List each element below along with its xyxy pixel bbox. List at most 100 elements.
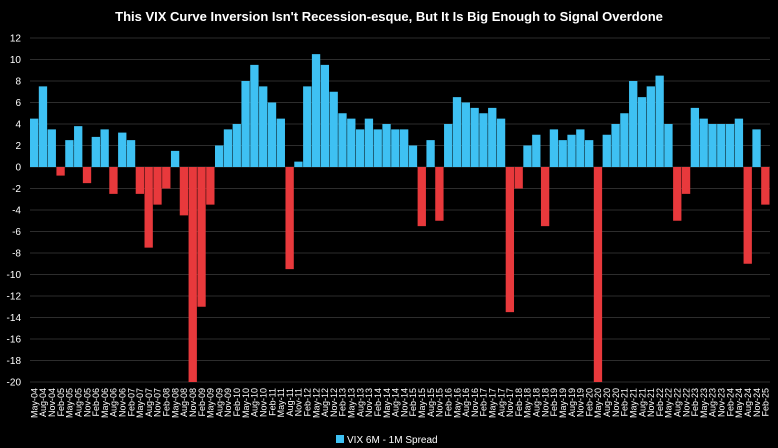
x-tick-label: May-11	[276, 388, 286, 417]
x-tick-label: Nov-18	[540, 388, 550, 417]
x-tick-label: May-06	[100, 388, 110, 418]
y-tick-label: -14	[7, 313, 22, 324]
y-tick-label: -10	[7, 270, 22, 281]
spread-bar-17	[179, 167, 189, 216]
x-tick-label: Nov-12	[329, 388, 339, 417]
x-tick-label: May-15	[417, 388, 427, 418]
legend-label-vix-6m-1m-spread: VIX 6M - 1M Spread	[347, 435, 438, 446]
x-tick-label: Feb-11	[267, 388, 277, 416]
spread-bar-20	[206, 167, 215, 205]
x-tick-label: Nov-10	[258, 388, 268, 417]
spread-bar-53	[496, 118, 506, 168]
spread-bar-2	[47, 129, 56, 168]
x-axis: May-04Aug-04Nov-04Feb-05May-05Aug-05Nov-…	[29, 388, 770, 418]
y-tick-label: -8	[12, 249, 21, 260]
spread-bar-66	[611, 124, 620, 167]
spread-bar-41	[391, 129, 400, 168]
spread-bar-54	[505, 167, 515, 313]
spread-bar-83	[761, 167, 770, 205]
x-tick-label: Nov-17	[505, 388, 515, 417]
y-tick-label: -6	[12, 227, 21, 238]
x-tick-label: Nov-16	[470, 388, 480, 417]
x-tick-label: May-05	[65, 388, 75, 418]
spread-bar-0	[30, 118, 39, 168]
spread-bar-62	[576, 129, 585, 168]
y-tick-label: -16	[7, 335, 22, 346]
spread-bar-65	[602, 134, 611, 167]
y-tick-label: 6	[15, 98, 21, 109]
spread-bar-80	[734, 118, 744, 168]
spread-bar-56	[523, 145, 532, 167]
x-tick-label: Aug-06	[109, 388, 119, 417]
x-tick-label: Feb-07	[126, 388, 136, 417]
spread-bar-5	[74, 126, 83, 167]
x-tick-label: Feb-19	[549, 388, 559, 417]
x-tick-label: Nov-14	[399, 388, 409, 417]
x-tick-label: Aug-04	[38, 388, 48, 417]
spread-bar-4	[65, 140, 74, 168]
y-tick-label: 8	[15, 77, 21, 88]
y-tick-label: -4	[12, 206, 21, 217]
spread-bar-28	[276, 118, 285, 168]
x-tick-label: Nov-11	[294, 388, 304, 416]
x-tick-label: Aug-15	[426, 388, 436, 417]
spread-bar-16	[170, 150, 180, 168]
x-tick-label: Feb-13	[338, 388, 348, 417]
x-tick-label: May-13	[347, 388, 357, 418]
x-tick-label: Nov-21	[646, 388, 656, 417]
x-tick-label: Aug-16	[461, 388, 471, 417]
x-tick-label: Feb-20	[584, 388, 594, 417]
spread-bar-34	[329, 91, 338, 167]
x-tick-label: Aug-10	[250, 388, 260, 417]
x-tick-label: Feb-14	[373, 388, 383, 417]
y-axis: 12 10 8 6 4 2 0 -2 -4 -6 -8 -10 -12 -14 -16 -18 -20	[7, 34, 22, 389]
spread-bar-30	[294, 161, 303, 168]
spread-bar-15	[162, 167, 171, 189]
spread-bar-37	[355, 129, 365, 168]
x-tick-label: May-24	[734, 388, 744, 418]
spread-bar-79	[725, 124, 735, 167]
x-tick-label: May-14	[382, 388, 392, 418]
spread-bar-68	[629, 81, 638, 167]
x-tick-label: Feb-18	[514, 388, 524, 417]
x-tick-label: Aug-07	[144, 388, 154, 417]
x-tick-label: Feb-15	[408, 388, 418, 417]
spread-bar-43	[408, 145, 418, 167]
spread-bar-11	[126, 140, 136, 168]
spread-bar-50	[470, 107, 479, 168]
x-tick-label: Feb-08	[162, 388, 172, 417]
spread-bar-78	[717, 124, 726, 167]
plot-area	[30, 54, 770, 382]
x-tick-label: May-20	[593, 388, 603, 418]
spread-bar-57	[532, 134, 541, 167]
spread-bar-23	[232, 124, 241, 167]
x-tick-label: Aug-24	[743, 388, 753, 417]
spread-bar-58	[540, 167, 550, 227]
x-tick-label: Feb-17	[479, 388, 489, 417]
x-tick-label: Feb-06	[91, 388, 101, 417]
x-tick-label: Nov-05	[82, 388, 92, 417]
x-tick-label: Feb-16	[443, 388, 453, 417]
x-tick-label: Feb-22	[655, 388, 665, 417]
x-tick-label: May-07	[135, 388, 145, 418]
x-tick-label: Nov-13	[364, 388, 374, 417]
x-tick-label: Aug-21	[637, 388, 647, 417]
spread-bar-67	[620, 113, 629, 167]
spread-bar-7	[91, 136, 100, 167]
spread-bar-25	[250, 64, 259, 168]
y-tick-label: 0	[15, 163, 21, 174]
x-tick-label: May-12	[311, 388, 321, 418]
x-tick-label: Aug-09	[214, 388, 224, 417]
x-tick-label: May-10	[241, 388, 251, 418]
x-tick-label: Aug-11	[285, 388, 295, 416]
x-tick-label: May-09	[206, 388, 216, 418]
x-tick-label: Aug-19	[567, 388, 577, 417]
x-tick-label: Feb-10	[232, 388, 242, 417]
spread-bar-10	[118, 132, 127, 167]
spread-bar-44	[417, 167, 426, 227]
spread-bar-75	[690, 107, 700, 168]
spread-bar-73	[673, 167, 682, 221]
spread-bar-18	[188, 167, 197, 382]
spread-bar-14	[153, 167, 162, 205]
spread-bar-48	[452, 97, 462, 168]
